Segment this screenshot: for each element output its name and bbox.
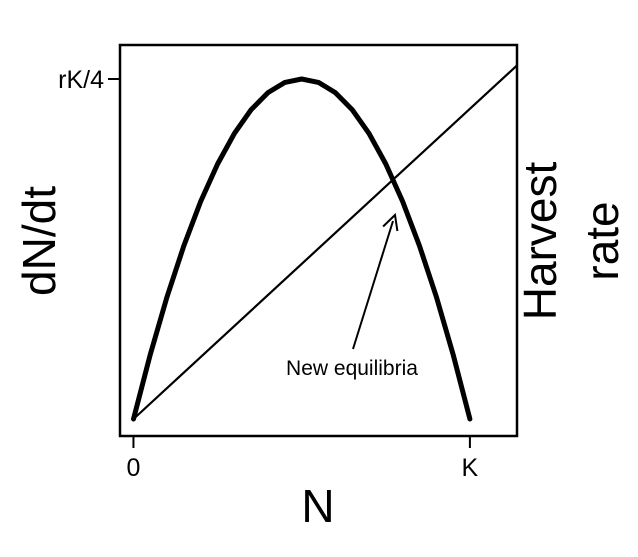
x-tick-label: K [462,454,479,482]
annotation-arrowhead [382,212,399,232]
harvest-rate-line [132,64,517,421]
annotation-new-equilibria: New equilibria [286,357,418,380]
annotation-arrow-shaft [352,220,394,350]
y-tick-label: rK/4 [58,66,104,94]
y-axis-title: dN/dt [13,186,65,296]
x-axis-title: N [301,480,334,532]
x-tick-label: 0 [127,454,141,482]
right-axis-title-line1: Harvest [514,162,566,321]
right-axis-title-line2: rate [576,201,628,280]
plot-frame [118,43,519,438]
growth-curve [131,76,473,422]
